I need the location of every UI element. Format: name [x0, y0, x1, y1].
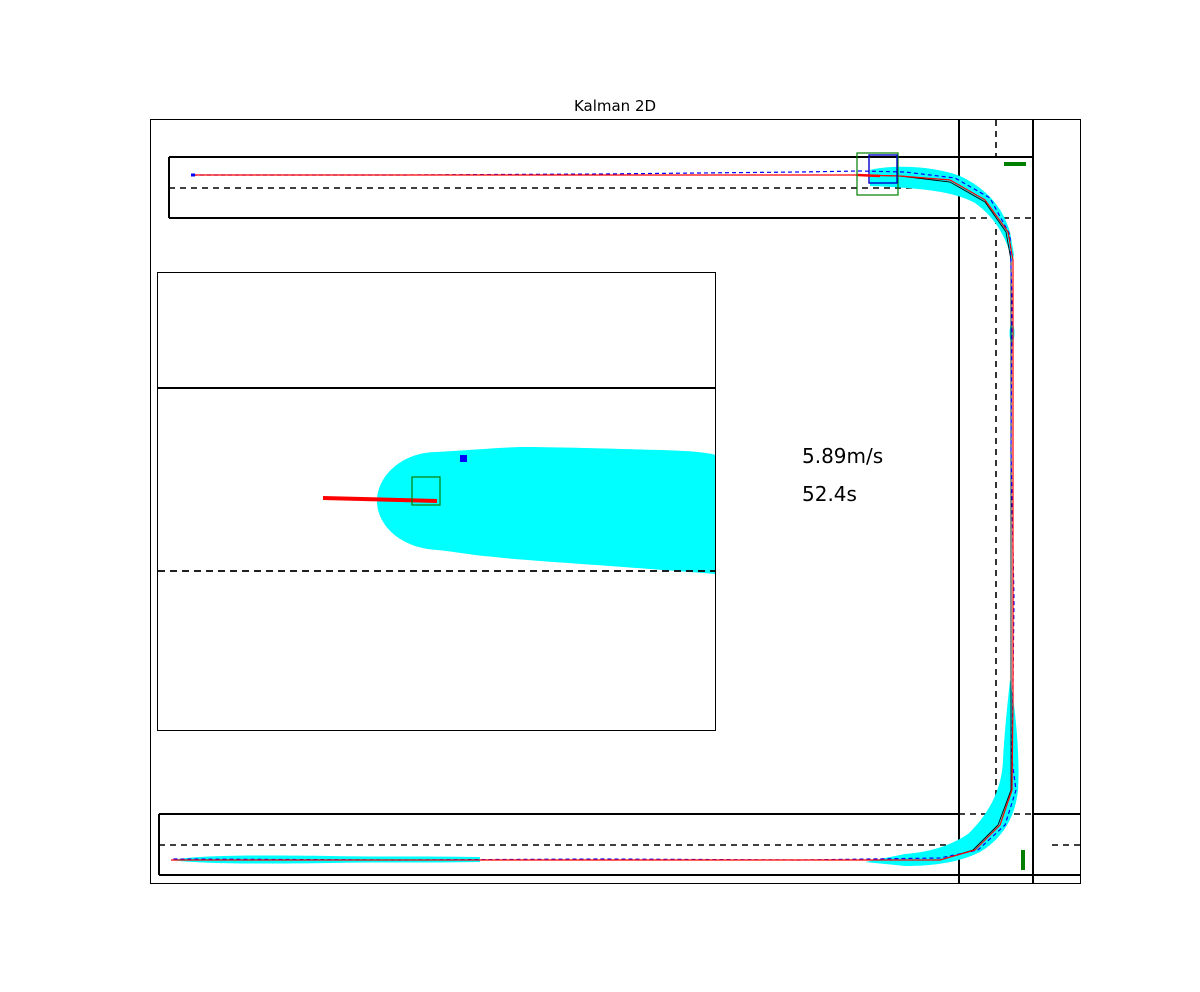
inset-uncertainty-blob [377, 447, 715, 574]
zoom-inset [157, 272, 716, 731]
uncertainty-blip-1 [1009, 324, 1015, 342]
inset-estimate-heading [322, 496, 438, 503]
traffic-light-top [1004, 162, 1026, 166]
traffic-light-bottom [1021, 850, 1025, 870]
inset-measurement-marker [460, 455, 467, 462]
road-map [158, 119, 1080, 883]
time-readout: 52.4s [802, 482, 857, 506]
vehicle-box-blue [868, 154, 898, 184]
speed-readout: 5.89m/s [802, 444, 883, 468]
vehicle-heading-main [857, 173, 881, 178]
inset-vehicle-box [411, 476, 441, 506]
vehicle-box-green [856, 152, 899, 196]
uncertainty-ellipses-top [870, 166, 1014, 262]
start-marker [191, 173, 195, 177]
axes-frame [150, 119, 1081, 884]
series-measurement-line [170, 170, 1017, 861]
chart-title: Kalman 2D [574, 97, 656, 115]
